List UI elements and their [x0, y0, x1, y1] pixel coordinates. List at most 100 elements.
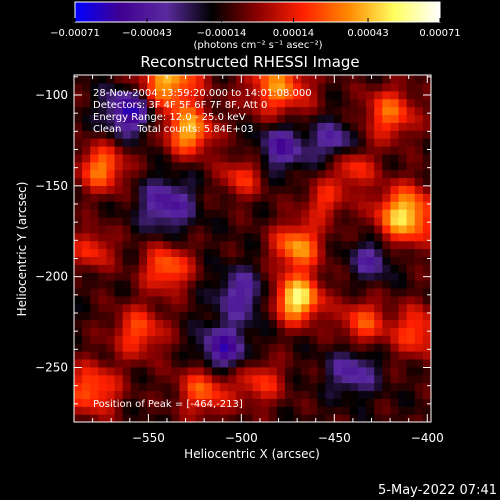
- heatmap-cell: [179, 295, 189, 305]
- heatmap-cell: [284, 106, 294, 116]
- heatmap-cell: [422, 311, 431, 321]
- heatmap-cell: [382, 122, 392, 131]
- heatmap-cell: [74, 145, 83, 155]
- heatmap-cell: [268, 295, 278, 305]
- heatmap-cell: [260, 374, 270, 384]
- heatmap-cell: [301, 114, 310, 123]
- heatmap-cell: [349, 343, 359, 352]
- heatmap-cell: [341, 319, 351, 328]
- heatmap-cell: [382, 106, 392, 116]
- heatmap-cell: [228, 82, 237, 92]
- heatmap-cell: [366, 303, 375, 313]
- heatmap-cell: [130, 366, 140, 376]
- heatmap-cell: [422, 335, 431, 344]
- heatmap-cell: [406, 98, 416, 108]
- heatmap-cell: [82, 224, 91, 234]
- heatmap-cell: [163, 414, 172, 422]
- heatmap-cell: [398, 248, 408, 257]
- heatmap-cell: [325, 153, 335, 163]
- heatmap-cell: [187, 366, 197, 376]
- heatmap-cell: [244, 106, 254, 116]
- heatmap-cell: [155, 130, 164, 139]
- heatmap-cell: [309, 390, 319, 399]
- heatmap-cell: [138, 177, 148, 187]
- heatmap-cell: [138, 216, 148, 226]
- heatmap-cell: [171, 287, 181, 297]
- heatmap-cell: [366, 90, 375, 100]
- heatmap-cell: [276, 351, 286, 360]
- heatmap-cell: [252, 240, 262, 250]
- heatmap-cell: [357, 232, 367, 242]
- heatmap-cell: [130, 82, 140, 92]
- heatmap-cell: [228, 303, 237, 313]
- heatmap-cell: [195, 390, 205, 399]
- heatmap-cell: [106, 335, 116, 344]
- heatmap-cell: [236, 248, 245, 257]
- heatmap-cell: [268, 153, 278, 163]
- heatmap-cell: [179, 153, 189, 163]
- heatmap-cell: [422, 224, 431, 234]
- heatmap-cell: [195, 398, 205, 407]
- heatmap-cell: [179, 98, 189, 108]
- heatmap-cell: [90, 358, 99, 368]
- heatmap-cell: [236, 75, 245, 84]
- heatmap-cell: [130, 216, 140, 226]
- heatmap-cell: [74, 398, 83, 407]
- heatmap-cell: [82, 145, 91, 155]
- heatmap-cell: [366, 153, 375, 163]
- heatmap-cell: [301, 193, 310, 202]
- heatmap-cell: [398, 311, 408, 321]
- heatmap-cell: [179, 272, 189, 281]
- heatmap-cell: [130, 390, 140, 399]
- heatmap-cell: [155, 248, 164, 257]
- heatmap-cell: [195, 358, 205, 368]
- heatmap-cell: [203, 75, 213, 84]
- heatmap-cell: [374, 90, 383, 100]
- heatmap-cell: [349, 193, 359, 202]
- heatmap-cell: [341, 145, 351, 155]
- heatmap-cell: [252, 145, 262, 155]
- heatmap-cell: [260, 122, 270, 131]
- heatmap-cell: [203, 327, 213, 336]
- heatmap-cell: [309, 193, 319, 202]
- heatmap-cell: [366, 138, 375, 147]
- heatmap-cell: [301, 130, 310, 139]
- heatmap-cell: [187, 335, 197, 344]
- heatmap-cell: [422, 295, 431, 305]
- heatmap-cell: [114, 335, 124, 344]
- heatmap-cell: [252, 406, 262, 415]
- heatmap-cell: [147, 106, 156, 116]
- heatmap-cell: [398, 90, 408, 100]
- heatmap-cell: [333, 287, 343, 297]
- heatmap-cell: [187, 358, 197, 368]
- heatmap-cell: [301, 311, 310, 321]
- heatmap-cell: [187, 193, 197, 202]
- heatmap-cell: [138, 398, 148, 407]
- heatmap-cell: [382, 98, 392, 108]
- heatmap-cell: [317, 248, 327, 257]
- heatmap-cell: [228, 398, 237, 407]
- heatmap-cell: [357, 122, 367, 131]
- heatmap-cell: [82, 153, 91, 163]
- heatmap-cell: [171, 366, 181, 376]
- heatmap-cell: [220, 90, 229, 100]
- heatmap-cell: [195, 193, 205, 202]
- heatmap-cell: [284, 390, 294, 399]
- heatmap-cell: [155, 351, 164, 360]
- heatmap-cell: [90, 406, 99, 415]
- heatmap-cell: [82, 311, 91, 321]
- heatmap-cell: [244, 138, 254, 147]
- heatmap-cell: [422, 382, 431, 392]
- heatmap-cell: [325, 374, 335, 384]
- heatmap-cell: [374, 295, 383, 305]
- heatmap-cell: [317, 75, 327, 84]
- heatmap-cell: [406, 382, 416, 392]
- heatmap-cell: [293, 82, 302, 92]
- heatmap-cell: [357, 169, 367, 179]
- heatmap-cell: [422, 319, 431, 328]
- heatmap-cell: [171, 264, 181, 273]
- heatmap-cell: [74, 280, 83, 289]
- heatmap-cell: [325, 224, 335, 234]
- heatmap-cell: [276, 75, 286, 84]
- heatmap-cell: [138, 82, 148, 92]
